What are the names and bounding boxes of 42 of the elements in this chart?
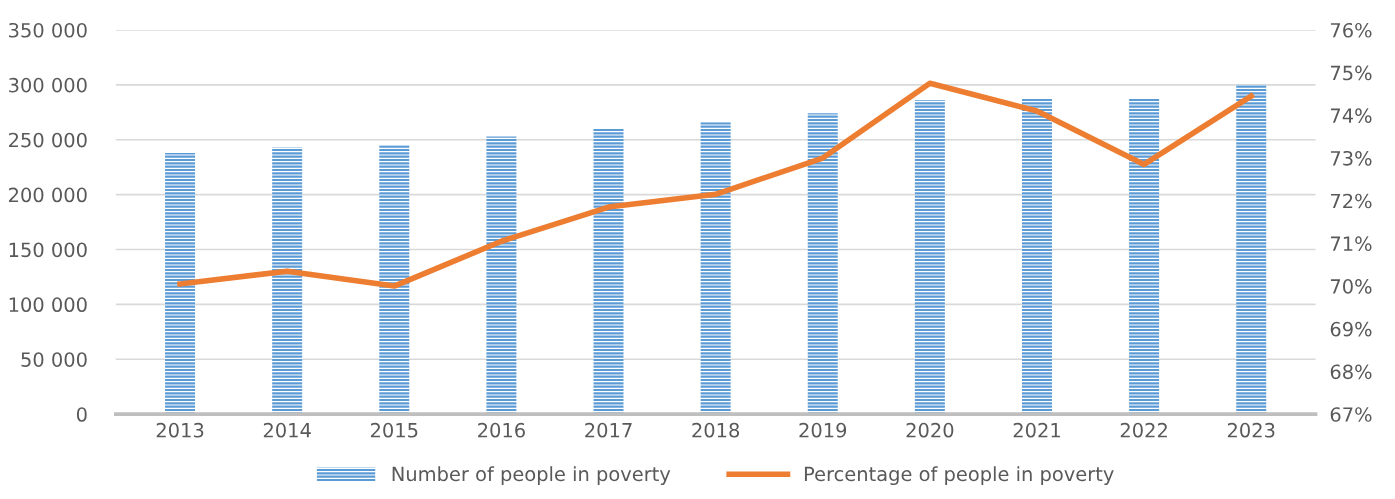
bar	[807, 113, 838, 415]
y2-tick-label: 72%	[1330, 193, 1372, 209]
x-tick-label: 2021	[1013, 422, 1060, 438]
y2-tick-label: 71%	[1330, 236, 1372, 252]
bar	[1129, 98, 1160, 415]
y-tick-label: 100 000	[9, 297, 87, 313]
y2-tick-label: 75%	[1330, 65, 1372, 81]
bar	[165, 152, 196, 415]
bar	[1021, 98, 1052, 415]
bar	[1236, 84, 1267, 415]
x-tick-label: 2019	[799, 422, 847, 438]
x-tick-label: 2014	[263, 422, 311, 438]
y2-tick-label: 68%	[1330, 364, 1372, 380]
y-tick-label: 350 000	[9, 22, 87, 38]
y-tick-label: 150 000	[9, 242, 87, 258]
x-tick-label: 2013	[156, 422, 204, 438]
bar	[379, 145, 410, 415]
x-tick-label: 2018	[692, 422, 740, 438]
legend-label: Number of people in poverty	[392, 466, 671, 486]
x-tick-label: 2022	[1120, 422, 1167, 438]
x-tick-label: 2015	[370, 422, 418, 438]
y2-tick-label: 76%	[1330, 22, 1372, 38]
y-tick-label: 300 000	[9, 77, 87, 93]
x-tick-label: 2023	[1227, 422, 1275, 438]
y2-tick-label: 67%	[1330, 407, 1372, 422]
x-tick-label: 2016	[478, 422, 525, 438]
y2-tick-label: 73%	[1330, 150, 1372, 166]
y-tick-label: 50 000	[21, 352, 87, 367]
bar	[593, 128, 624, 415]
legend-label: Percentage of people in poverty	[804, 466, 1114, 486]
y2-tick-label: 74%	[1330, 108, 1372, 123]
bar	[914, 100, 945, 415]
y-tick-label: 200 000	[9, 187, 87, 203]
bar	[486, 136, 517, 415]
bar	[272, 147, 303, 415]
y-tick-label: 0	[76, 407, 87, 422]
y2-tick-label: 70%	[1330, 279, 1372, 294]
bar	[700, 122, 731, 415]
y2-tick-label: 69%	[1330, 321, 1372, 337]
x-tick-label: 2017	[585, 422, 632, 438]
x-tick-label: 2020	[906, 422, 954, 438]
y-tick-label: 250 000	[9, 132, 87, 148]
